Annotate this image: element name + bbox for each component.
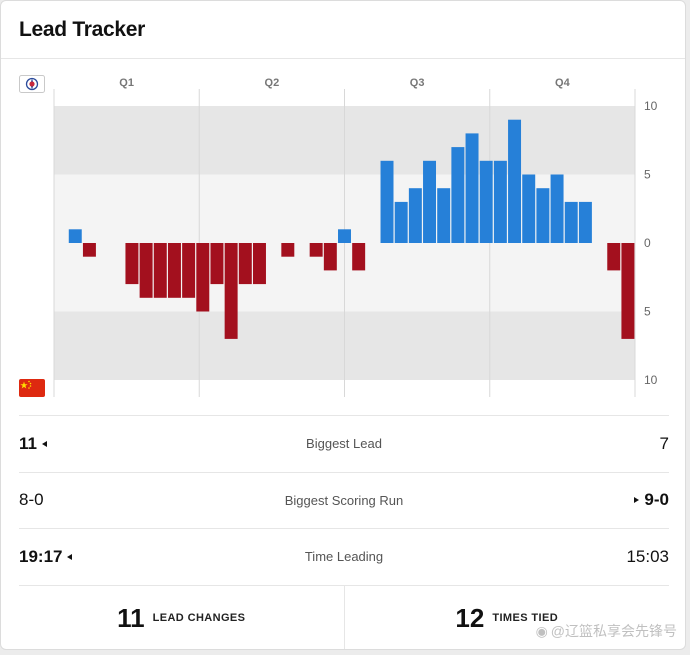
y-tick-label: 5	[644, 168, 651, 182]
leader-arrow-icon	[41, 440, 47, 447]
lead-bar-bottom	[224, 243, 238, 339]
lead-bar-top	[423, 160, 437, 243]
leader-arrow-icon	[634, 497, 640, 504]
lead-bar-bottom	[210, 243, 224, 285]
time-leading-left: 19:17	[19, 546, 63, 566]
lead-bar-top	[380, 160, 394, 243]
lead-bar-bottom	[196, 243, 210, 312]
y-tick-label: 5	[644, 305, 651, 319]
leader-arrow-icon	[67, 553, 73, 560]
lead-bar-top	[437, 188, 451, 243]
lead-chart: Q1 Q2 Q3 Q4 10 5 0 5 10	[53, 77, 658, 397]
quarter-label: Q1	[119, 77, 134, 89]
times-tied-value: 12	[455, 602, 485, 633]
lead-bar-top	[394, 201, 408, 243]
lead-bar-top	[479, 160, 493, 243]
watermark: ◉ @辽篮私享会先锋号	[536, 621, 677, 641]
biggest-lead-left: 11	[19, 433, 37, 453]
lead-bar-bottom	[167, 243, 181, 298]
lead-bar-top	[578, 201, 592, 243]
scoring-run-label: Biggest Scoring Run	[284, 492, 404, 508]
times-tied: 12 TIMES TIED	[343, 585, 670, 649]
lead-bar-top	[564, 201, 578, 243]
lead-bar-bottom	[352, 243, 366, 271]
taipei-flag-icon	[19, 75, 45, 93]
lead-bar-bottom	[125, 243, 139, 285]
lead-bar-top	[536, 188, 550, 243]
lead-bar-top	[508, 119, 522, 243]
lead-bar-bottom	[82, 243, 96, 257]
lead-changes: 11 LEAD CHANGES	[19, 586, 344, 650]
lead-bar-bottom	[309, 243, 323, 257]
biggest-lead-right: 7	[659, 433, 669, 453]
y-tick-label: 10	[644, 99, 658, 113]
scoring-run-row: 8-0 Biggest Scoring Run 9-0	[19, 471, 669, 529]
stats-table: 11 Biggest Lead 7 8-0 Biggest Scoring Ru…	[19, 415, 670, 650]
lead-bar-bottom	[607, 243, 621, 271]
biggest-lead-row: 11 Biggest Lead 7	[19, 415, 669, 472]
watermark-text: @辽篮私享会先锋号	[550, 623, 677, 639]
scoring-run-right: 9-0	[644, 490, 669, 510]
lead-bar-top	[408, 188, 422, 243]
lead-bar-bottom	[182, 243, 196, 298]
lead-changes-label: LEAD CHANGES	[152, 612, 246, 624]
scoring-run-left: 8-0	[19, 490, 44, 510]
header: Lead Tracker	[1, 1, 685, 59]
summary-footer: 11 LEAD CHANGES 12 TIMES TIED	[19, 584, 670, 650]
lead-changes-value: 11	[117, 602, 145, 633]
y-tick-label: 0	[644, 236, 651, 250]
page-title: Lead Tracker	[19, 17, 145, 41]
lead-bar-top	[493, 160, 507, 243]
lead-bar-bottom	[252, 243, 266, 285]
lead-bar-bottom	[621, 243, 635, 339]
lead-bar-bottom	[139, 243, 153, 298]
quarter-label: Q4	[555, 77, 571, 89]
lead-bar-top	[451, 147, 465, 243]
quarter-label: Q2	[265, 77, 280, 89]
quarter-label: Q3	[410, 77, 425, 89]
times-tied-label: TIMES TIED	[492, 612, 559, 624]
time-leading-row: 19:17 Time Leading 15:03	[19, 528, 669, 585]
china-flag-icon	[19, 379, 45, 397]
time-leading-label: Time Leading	[304, 549, 384, 565]
lead-bar-bottom	[281, 243, 295, 257]
lead-bar-top	[550, 174, 564, 243]
lead-bar-bottom	[323, 243, 337, 271]
lead-bar-top	[338, 229, 351, 243]
lead-bar-top	[465, 133, 479, 243]
lead-bar-top	[68, 229, 82, 243]
weibo-icon: ◉	[535, 622, 548, 639]
lead-bar-bottom	[238, 243, 252, 285]
lead-bar-top	[522, 174, 536, 243]
y-tick-label: 10	[644, 373, 658, 387]
time-leading-right: 15:03	[626, 546, 669, 566]
lead-bar-bottom	[153, 243, 167, 298]
biggest-lead-label: Biggest Lead	[306, 436, 382, 452]
